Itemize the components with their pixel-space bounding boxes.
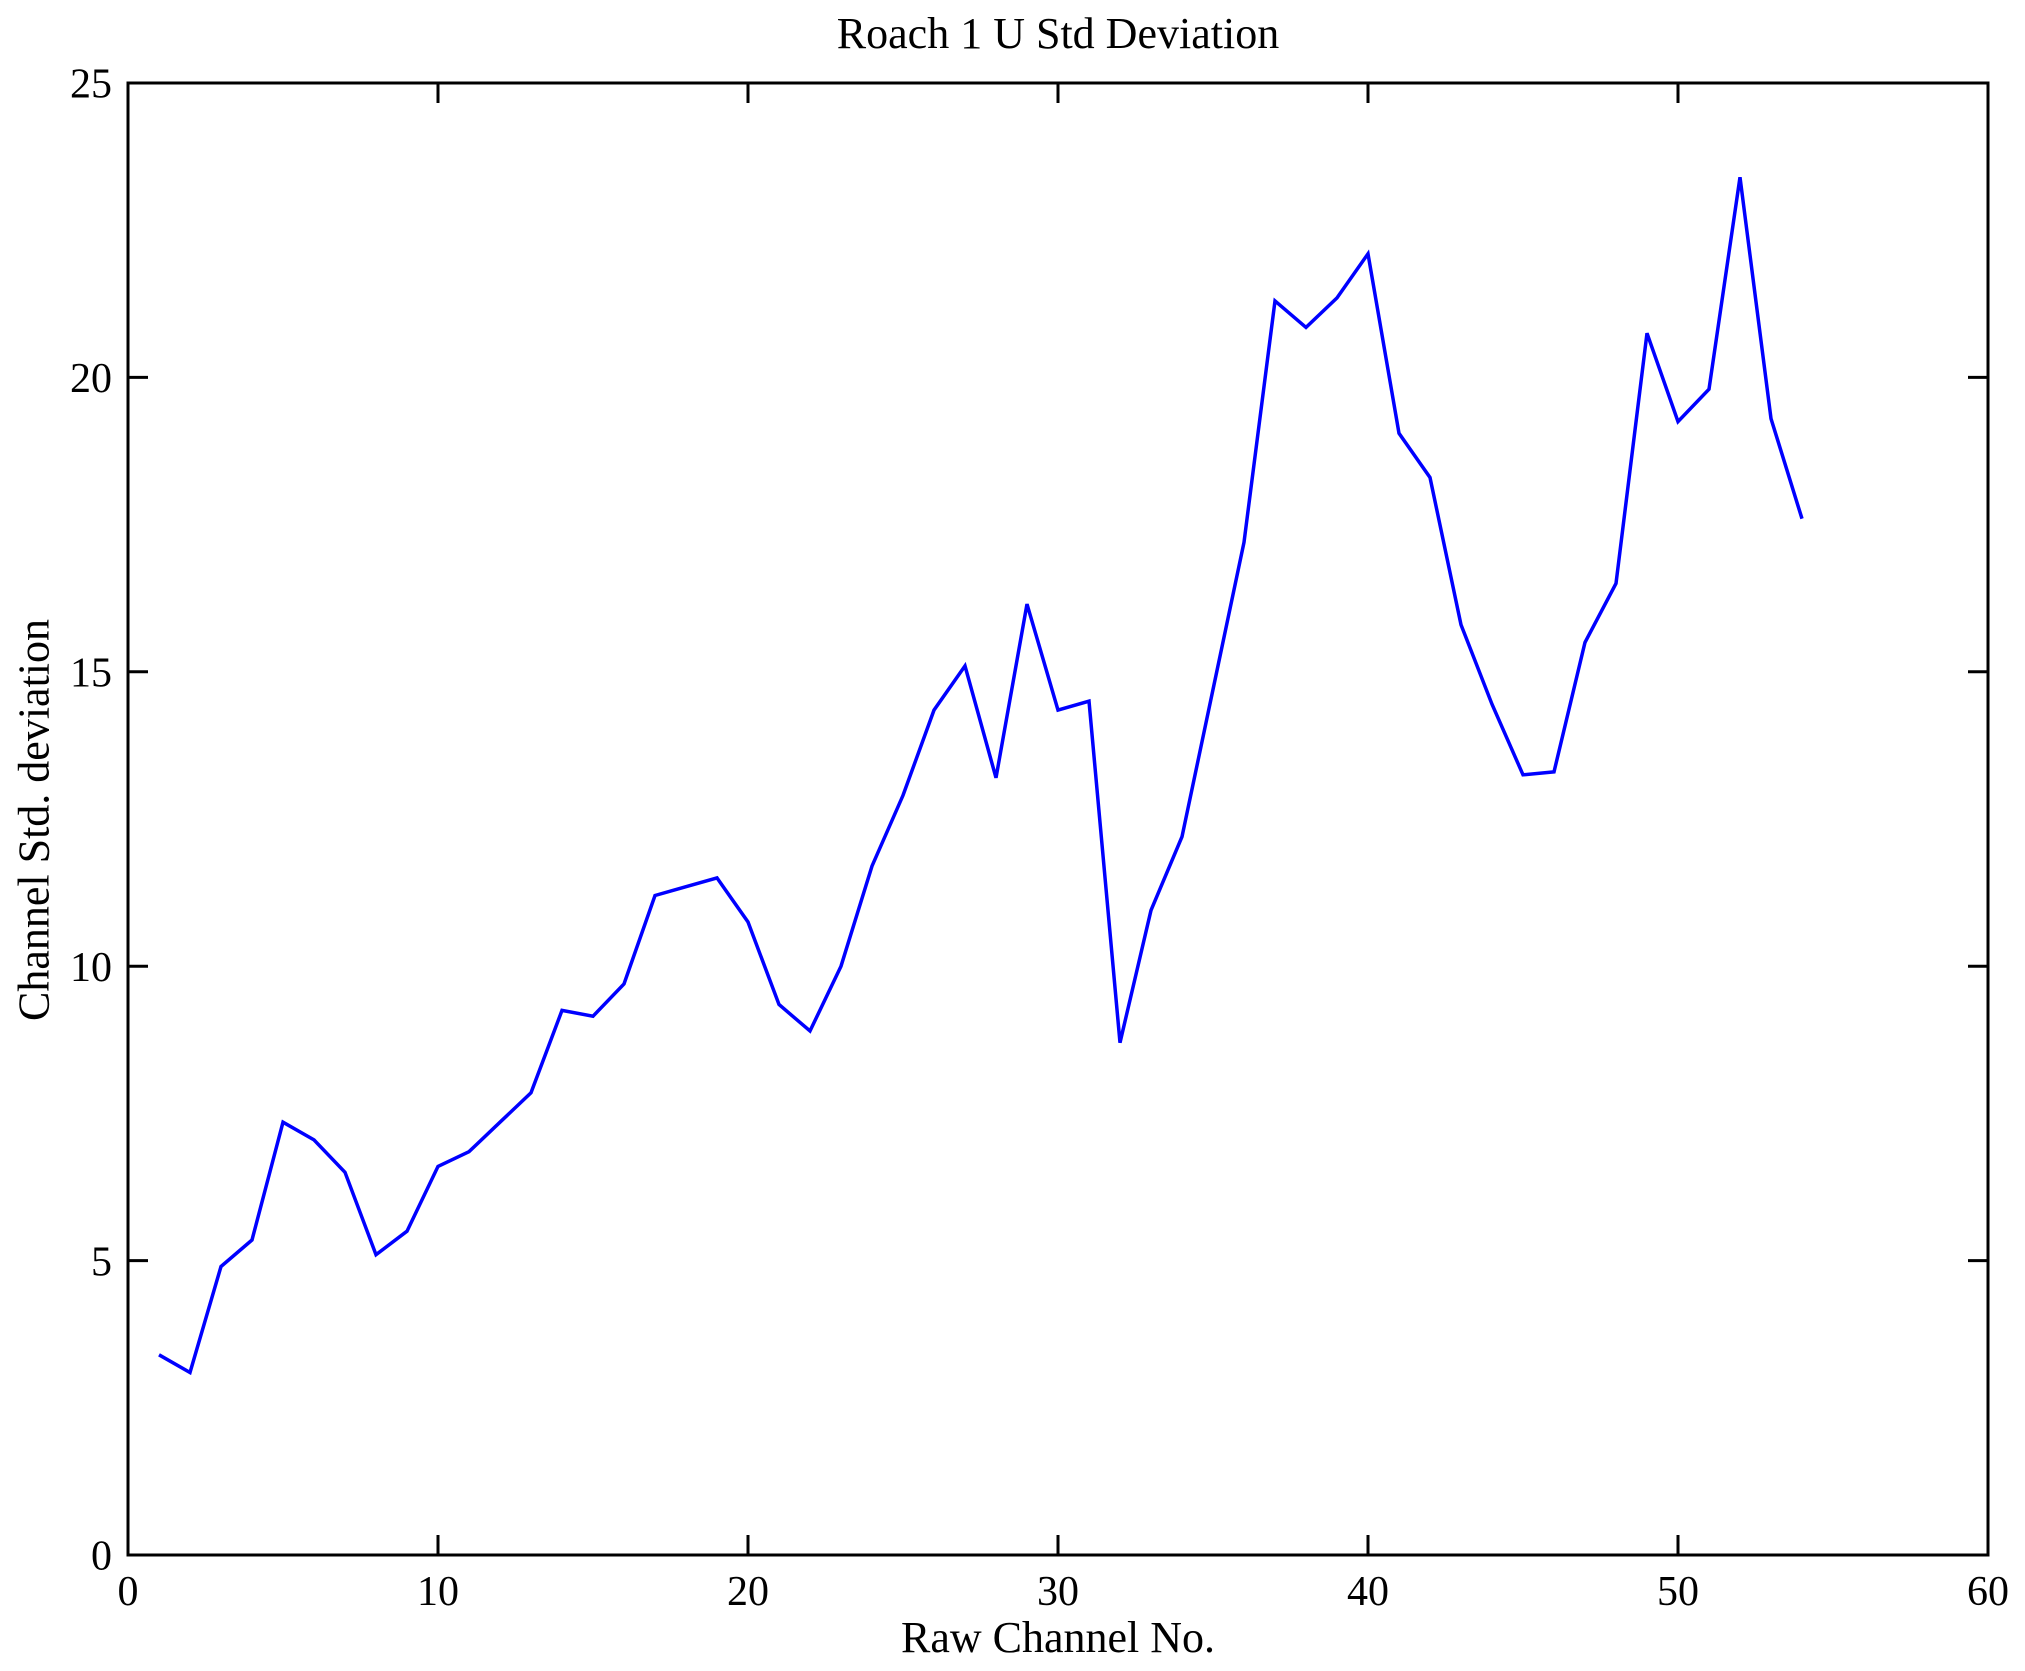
x-tick-label: 10 — [417, 1569, 459, 1615]
x-axis-label: Raw Channel No. — [900, 1613, 1216, 1662]
x-tick-label: 40 — [1347, 1569, 1389, 1615]
y-tick-label: 25 — [70, 62, 112, 108]
plot-box — [126, 81, 1990, 1557]
y-tick-label: 10 — [70, 945, 112, 991]
chart-title: Roach 1 U Std Deviation — [836, 9, 1280, 58]
y-tick-label: 15 — [70, 651, 112, 697]
x-tick-label: 50 — [1657, 1569, 1699, 1615]
y-tick-label: 0 — [91, 1534, 112, 1580]
x-tick-label: 30 — [1037, 1569, 1079, 1615]
x-tick-label: 0 — [118, 1569, 139, 1615]
data-line — [158, 176, 1804, 1376]
x-tick-label: 20 — [727, 1569, 769, 1615]
y-tick-label: 5 — [91, 1239, 112, 1285]
x-tick-label: 60 — [1967, 1569, 2009, 1615]
y-tick-label: 20 — [70, 356, 112, 402]
